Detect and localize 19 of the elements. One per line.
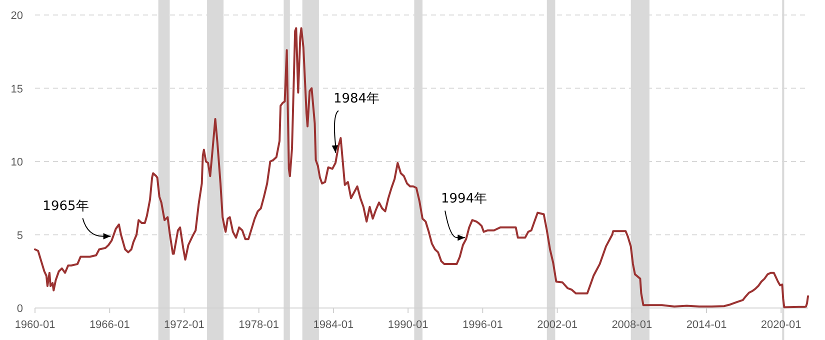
annotation: 1984年 <box>333 92 380 107</box>
x-tick-label: 1978-01 <box>238 319 280 331</box>
x-tick-label: 1984-01 <box>313 319 354 331</box>
x-tick-label: 2008-01 <box>612 319 652 331</box>
x-tick-label: 1996-01 <box>462 319 503 331</box>
y-tick-label: 0 <box>16 303 23 315</box>
x-tick-label: 1966-01 <box>89 319 130 331</box>
y-tick-label: 5 <box>16 230 23 242</box>
y-tick-label: 10 <box>10 156 23 168</box>
annotation: 1994年 <box>441 192 488 207</box>
y-tick-label: 20 <box>10 10 23 22</box>
x-tick-label: 1990-01 <box>388 319 428 331</box>
x-tick-label: 2002-01 <box>537 319 578 331</box>
x-tick-label: 1972-01 <box>164 319 204 331</box>
x-tick-label: 2014-01 <box>686 319 727 331</box>
annotation: 1965年 <box>42 199 89 214</box>
x-tick-label: 2020-01 <box>760 319 802 331</box>
x-tick-label: 1960-01 <box>14 319 56 331</box>
y-tick-label: 15 <box>10 83 23 96</box>
